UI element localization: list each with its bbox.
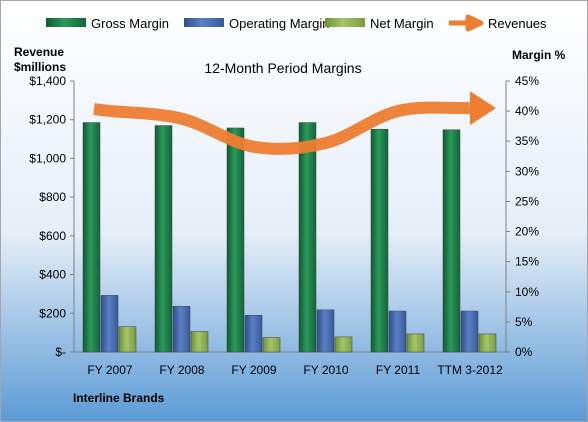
bars-group (82, 122, 497, 353)
legend: Gross Margin Operating Margin Net Margin… (46, 14, 547, 32)
bar-operating-margin (244, 315, 263, 353)
right-tick-label: 5% (515, 315, 533, 329)
right-tick-label: 15% (515, 255, 539, 269)
bar-operating-margin (460, 310, 479, 353)
left-tick-label: $200 (39, 306, 66, 320)
revenue-arrowhead (470, 91, 496, 126)
left-axis-title-line2: $millions (14, 60, 66, 74)
left-axis-ticks: $- $200 $400 $600 $800 $1,000 $1,200 $1,400 (29, 74, 74, 359)
category-label: FY 2008 (159, 363, 204, 377)
legend-swatch-revenues (449, 14, 484, 32)
bar-gross-margin (154, 125, 173, 353)
bar-net-margin (118, 326, 137, 353)
right-tick-label: 35% (515, 134, 539, 148)
left-tick-label: $1,200 (29, 113, 66, 127)
left-tick-label: $800 (39, 190, 66, 204)
right-tick-label: 0% (515, 345, 533, 359)
left-tick-label: $- (55, 345, 66, 359)
bar-net-margin (406, 333, 425, 353)
bar-operating-margin (172, 305, 191, 353)
right-tick-label: 20% (515, 225, 539, 239)
right-tick-label: 40% (515, 104, 539, 118)
left-tick-label: $1,000 (29, 151, 66, 165)
bar-operating-margin (100, 295, 119, 353)
right-tick-label: 45% (515, 74, 539, 88)
left-tick-label: $400 (39, 268, 66, 282)
bar-gross-margin (226, 127, 245, 353)
category-label: FY 2009 (231, 363, 276, 377)
legend-swatch-operating (184, 18, 224, 27)
revenue-line (93, 101, 471, 155)
bar-net-margin (262, 337, 281, 353)
category-label: TTM 3-2012 (437, 363, 503, 377)
right-tick-label: 30% (515, 164, 539, 178)
bar-net-margin (478, 333, 497, 353)
right-tick-label: 10% (515, 285, 539, 299)
bar-net-margin (334, 336, 353, 353)
left-tick-label: $1,400 (29, 74, 66, 88)
legend-swatch-net (325, 18, 365, 27)
left-tick-label: $600 (39, 229, 66, 243)
bar-net-margin (190, 331, 209, 353)
revenue-line-group (93, 91, 496, 155)
category-labels: FY 2007 FY 2008 FY 2009 FY 2010 FY 2011 TTM 3… (87, 363, 503, 377)
legend-swatch-gross (46, 18, 86, 27)
legend-label-gross: Gross Margin (91, 16, 169, 31)
bar-gross-margin (298, 122, 317, 353)
legend-label-net: Net Margin (370, 16, 434, 31)
right-tick-label: 25% (515, 194, 539, 208)
category-label: FY 2007 (87, 363, 132, 377)
bar-operating-margin (388, 310, 407, 353)
left-axis-title-line1: Revenue (14, 45, 64, 59)
bar-gross-margin (442, 129, 461, 353)
category-label: FY 2010 (303, 363, 348, 377)
chart-title: 12-Month Period Margins (204, 60, 361, 76)
legend-label-revenues: Revenues (488, 16, 547, 31)
category-label: FY 2011 (376, 363, 421, 377)
right-axis-ticks: 0% 5% 10% 15% 20% 25% 30% 35% 40% 45% (506, 74, 539, 359)
right-axis-title: Margin % (512, 48, 566, 62)
company-name: Interline Brands (73, 391, 165, 405)
bar-gross-margin (82, 122, 101, 353)
bar-gross-margin (370, 128, 389, 353)
bar-operating-margin (316, 309, 335, 353)
legend-label-operating: Operating Margin (229, 16, 329, 31)
